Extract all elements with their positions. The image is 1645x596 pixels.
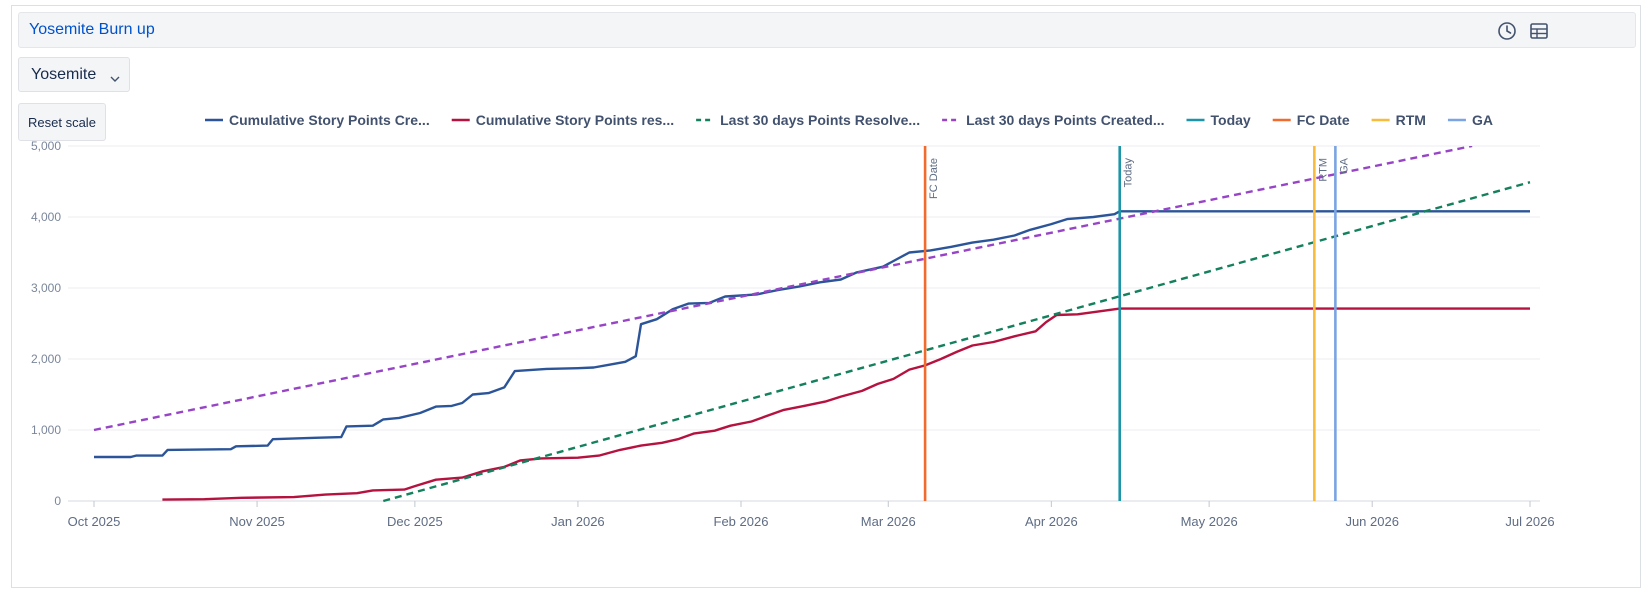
y-tick-label: 0 <box>54 494 61 508</box>
x-tick-label: May 2026 <box>1181 514 1238 529</box>
marker-label-rtm: RTM <box>1317 158 1329 182</box>
series-line-2 <box>162 307 1530 501</box>
legend: Cumulative Story Points Cre... Cumulative… <box>205 112 1493 128</box>
marker-label-ga: GA <box>1338 157 1350 174</box>
series-line-3 <box>382 181 1531 503</box>
report-header: Yosemite Burn up <box>18 12 1636 48</box>
y-tick-label: 5,000 <box>31 139 61 153</box>
x-axis: Oct 2025 Nov 2025 Dec 2025 Jan 2026 Feb 2026… <box>68 501 1555 529</box>
series-line-4 <box>93 146 1473 432</box>
x-tick-label: Mar 2026 <box>861 514 916 529</box>
legend-item-label: Last 30 days Points Resolve... <box>720 112 920 128</box>
table-icon[interactable] <box>1529 21 1549 41</box>
report-panel <box>11 5 1641 588</box>
x-tick-label: Apr 2026 <box>1025 514 1078 529</box>
legend-item-label: FC Date <box>1297 112 1350 128</box>
marker-group: Today FC Date RTM GA <box>923 146 1350 501</box>
marker-label-today: Today <box>1123 158 1135 188</box>
reset-scale-button[interactable]: Reset scale <box>18 103 106 141</box>
y-tick-label: 3,000 <box>31 281 61 295</box>
legend-item-label: Cumulative Story Points res... <box>476 112 674 128</box>
legend-item-label: Today <box>1211 112 1251 128</box>
series-line-1 <box>94 210 1530 459</box>
series-group <box>93 146 1531 503</box>
report-title[interactable]: Yosemite Burn up <box>29 21 155 38</box>
x-tick-label: Nov 2025 <box>229 514 285 529</box>
legend-item-label: RTM <box>1396 112 1426 128</box>
reset-scale-label: Reset scale <box>28 115 96 130</box>
project-select-value: Yosemite <box>31 66 97 83</box>
marker-label-fc-date: FC Date <box>928 158 940 199</box>
y-tick-label: 2,000 <box>31 352 61 366</box>
x-tick-label: Jan 2026 <box>551 514 605 529</box>
legend-item-label: Last 30 days Points Created... <box>966 112 1164 128</box>
legend-item-label: GA <box>1472 112 1493 128</box>
project-select[interactable]: Yosemite <box>18 57 130 92</box>
legend-item-label: Cumulative Story Points Cre... <box>229 112 430 128</box>
y-tick-label: 1,000 <box>31 423 61 437</box>
chevron-down-icon <box>110 70 120 88</box>
x-tick-label: Jul 2026 <box>1505 514 1554 529</box>
y-tick-label: 4,000 <box>31 210 61 224</box>
x-tick-label: Dec 2025 <box>387 514 443 529</box>
x-tick-label: Jun 2026 <box>1345 514 1399 529</box>
x-tick-label: Feb 2026 <box>714 514 769 529</box>
clock-icon[interactable] <box>1497 21 1517 41</box>
y-axis: 0 1,000 2,000 3,000 4,000 5,000 <box>31 139 61 508</box>
grid <box>68 145 1540 502</box>
x-tick-label: Oct 2025 <box>68 514 121 529</box>
